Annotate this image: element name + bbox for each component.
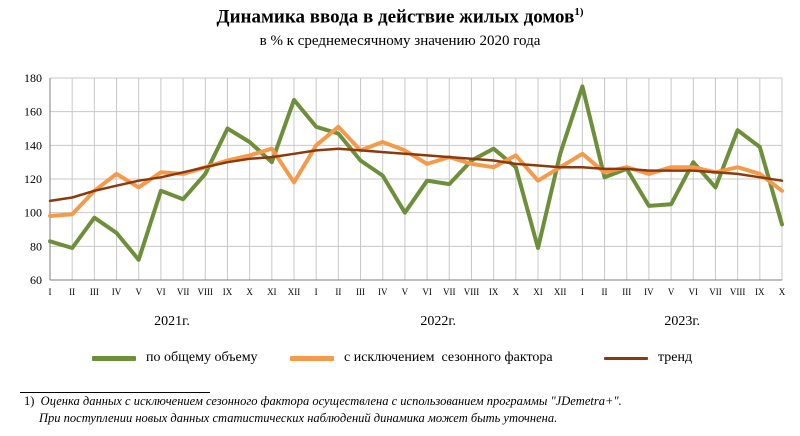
x-tick-label: IX <box>755 287 765 297</box>
legend-swatch-trend <box>604 356 648 360</box>
x-tick-label: VI <box>156 287 166 297</box>
chart-title-text: Динамика ввода в действие жилых домов <box>216 6 575 28</box>
y-tick-label: 60 <box>30 273 42 287</box>
x-tick-label: V <box>402 287 409 297</box>
x-tick-label: II <box>335 287 341 297</box>
x-tick-label: I <box>581 287 584 297</box>
x-tick-label: IV <box>112 287 122 297</box>
title-footnote-mark: 1) <box>574 6 584 18</box>
legend-item-seasonal: с исключением сезонного фактора <box>290 350 553 366</box>
footnote-text-1: Оценка данных с исключением сезонного фа… <box>40 394 622 408</box>
x-tick-label: X <box>513 287 520 297</box>
footnote: 1) Оценка данных с исключением сезонного… <box>24 393 622 427</box>
legend-swatch-total <box>92 355 136 361</box>
footnote-mark: 1) <box>24 394 35 408</box>
y-tick-label: 180 <box>24 71 42 85</box>
x-tick-label: X <box>246 287 253 297</box>
y-tick-label: 140 <box>24 138 42 152</box>
x-tick-label: XII <box>554 287 567 297</box>
legend-item-total: по общему объему <box>92 350 258 366</box>
legend-label-trend: тренд <box>658 350 693 365</box>
y-tick-label: 100 <box>24 206 42 220</box>
x-tick-label: V <box>668 287 675 297</box>
x-tick-label: XI <box>267 287 277 297</box>
year-label: 2022г. <box>420 314 456 329</box>
x-tick-label: IX <box>223 287 233 297</box>
x-tick-label: IV <box>378 287 388 297</box>
x-tick-label: VIII <box>198 287 214 297</box>
x-tick-label: VI <box>689 287 699 297</box>
chart-title: Динамика ввода в действие жилых домов1) <box>0 6 800 28</box>
series-line-total <box>48 84 784 262</box>
x-tick-label: III <box>356 287 365 297</box>
footnote-line-1: 1) Оценка данных с исключением сезонного… <box>24 393 622 410</box>
legend-label-seasonal: с исключением сезонного фактора <box>344 350 553 365</box>
y-tick-label: 160 <box>24 105 42 119</box>
legend-swatch-seasonal <box>290 355 334 361</box>
y-tick-label: 80 <box>30 239 42 253</box>
x-tick-label: I <box>49 287 52 297</box>
x-tick-label: VII <box>443 287 456 297</box>
legend-label-total: по общему объему <box>146 350 258 365</box>
x-tick-label: I <box>315 287 318 297</box>
x-tick-label: VIII <box>464 287 480 297</box>
x-tick-label: III <box>622 287 631 297</box>
year-label: 2023г. <box>664 314 700 329</box>
x-tick-label: VII <box>177 287 190 297</box>
x-tick-label: IX <box>489 287 499 297</box>
series-line-trend <box>48 147 784 203</box>
legend-item-trend: тренд <box>604 350 692 366</box>
x-tick-label: XII <box>288 287 301 297</box>
footnote-line-2: При поступлении новых данных статистичес… <box>39 411 558 425</box>
x-tick-label: VI <box>422 287 432 297</box>
x-tick-label: IV <box>644 287 654 297</box>
footnote-divider <box>20 392 210 393</box>
x-tick-label: V <box>135 287 142 297</box>
x-tick-label: II <box>602 287 608 297</box>
y-tick-label: 120 <box>24 172 42 186</box>
x-tick-label: XI <box>533 287 543 297</box>
x-tick-label: X <box>779 287 786 297</box>
x-tick-label: VIII <box>730 287 746 297</box>
x-tick-label: VII <box>709 287 722 297</box>
chart-legend: по общему объему с исключением сезонного… <box>0 350 800 374</box>
year-label: 2021г. <box>154 314 190 329</box>
chart-subtitle: в % к среднемесячному значению 2020 года <box>259 33 541 49</box>
x-tick-label: III <box>90 287 99 297</box>
x-tick-label: II <box>69 287 75 297</box>
